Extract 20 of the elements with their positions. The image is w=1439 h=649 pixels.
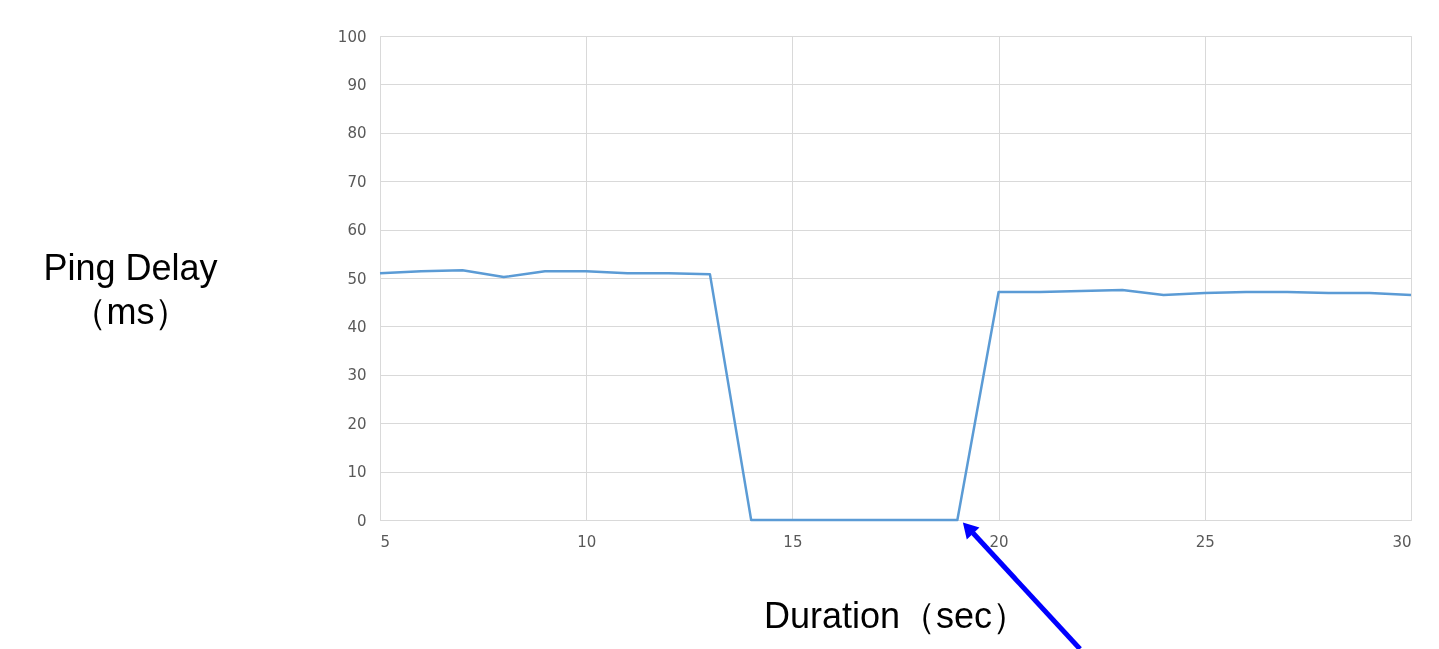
y-tick-label: 90 (347, 75, 367, 94)
x-tick-label: 5 (380, 532, 391, 551)
y-tick-label: 50 (347, 269, 367, 288)
y-tick-label: 80 (347, 124, 367, 143)
x-tick-label: 15 (783, 532, 803, 551)
x-tick-label: 25 (1195, 532, 1215, 551)
x-tick-label: 30 (1392, 532, 1412, 551)
y-tick-label: 40 (347, 317, 367, 336)
x-tick-label: 10 (577, 532, 597, 551)
y-tick-label: 100 (337, 27, 367, 46)
y-tick-label: 60 (347, 221, 367, 240)
y-tick-label: 20 (347, 414, 367, 433)
y-tick-label: 30 (347, 366, 367, 385)
y-tick-label: 70 (347, 172, 367, 191)
x-tick-label: 20 (989, 532, 1009, 551)
y-tick-label: 0 (356, 511, 367, 530)
x-axis-title: Duration（sec） (763, 594, 1029, 636)
y-axis-title: Ping Delay （ms） (43, 246, 218, 332)
line-series (378, 269, 1413, 522)
y-tick-label: 10 (347, 463, 367, 482)
